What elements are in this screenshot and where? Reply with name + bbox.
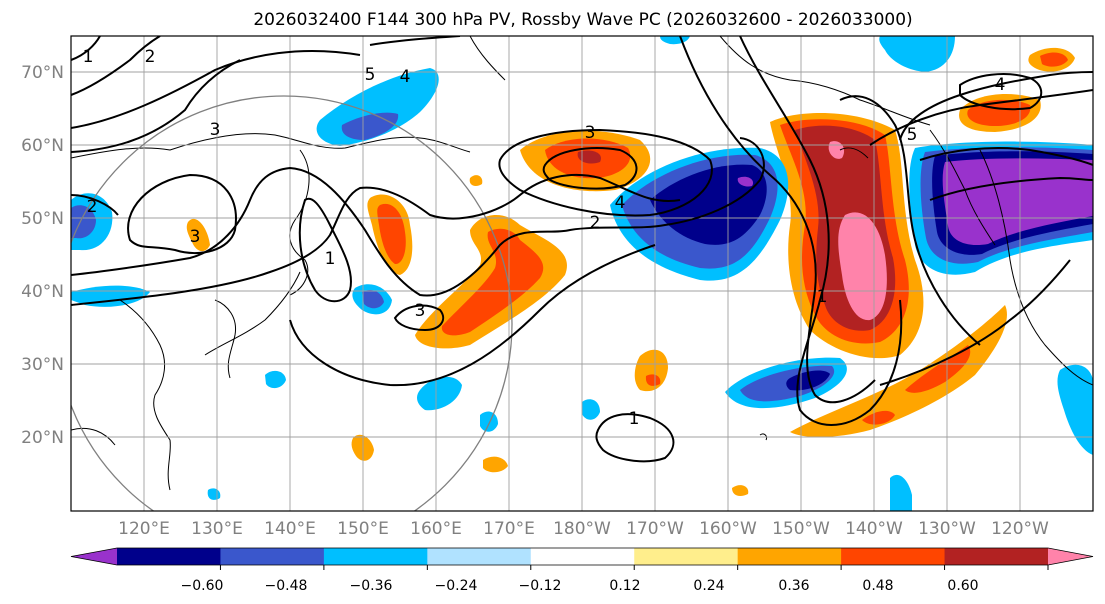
- lon-label: 130°W: [918, 519, 976, 539]
- pv-contour: [839, 95, 981, 346]
- pv-contour: [71, 36, 101, 61]
- contour-label: 2: [87, 197, 98, 217]
- lon-label: 160°E: [410, 519, 462, 539]
- pv-contour: [959, 73, 1043, 111]
- colorbar-segment: [634, 548, 739, 565]
- lat-label: 70°N: [21, 63, 64, 83]
- lon-label: 180°W: [553, 519, 611, 539]
- contour-label: 1: [629, 409, 640, 429]
- lon-label: 170°W: [626, 519, 684, 539]
- contour-label: 1: [325, 249, 336, 269]
- lat-label: 20°N: [21, 428, 64, 448]
- gridlines: [71, 36, 1093, 511]
- contour-labels: 2 3 4 5 2 1 1 1 3 3 4 5 4 2 1 3: [83, 47, 1006, 429]
- colorbar-segment: [427, 548, 532, 565]
- lon-label: 140°W: [845, 519, 903, 539]
- contour-label: 4: [995, 75, 1006, 95]
- colorbar-tick-label: −0.36: [350, 578, 393, 594]
- pv-contours: [71, 36, 1093, 463]
- pv-contour: [929, 176, 1093, 201]
- lon-label: 160°W: [699, 519, 757, 539]
- pv-contour: [595, 413, 675, 463]
- pv-contour: [71, 59, 241, 153]
- colorbar-tick-label: 0.24: [693, 578, 724, 594]
- lon-label: 120°W: [991, 519, 1049, 539]
- colorbar-ticks: [219, 565, 1049, 570]
- colorbar-segments: [70, 547, 1094, 566]
- colorbar-tick-label: −0.48: [265, 578, 308, 594]
- pv-contour: [498, 128, 713, 217]
- colorbar-tick-label: −0.24: [435, 578, 478, 594]
- pv-contour: [919, 147, 1093, 166]
- pv-contour: [71, 194, 119, 216]
- lon-label: 170°E: [483, 519, 535, 539]
- colorbar-segment: [944, 548, 1049, 565]
- contour-label: 5: [365, 65, 376, 85]
- colorbar-segment: [841, 548, 946, 565]
- pv-contour: [71, 50, 361, 129]
- contour-label: 3: [190, 227, 201, 247]
- lon-label: 130°E: [191, 519, 243, 539]
- pv-contour: [879, 259, 1071, 386]
- lon-label: 120°E: [118, 519, 170, 539]
- colorbar-segment: [530, 548, 635, 565]
- plot-title: 2026032400 F144 300 hPa PV, Rossby Wave …: [253, 10, 912, 30]
- pv-contour: [71, 36, 161, 96]
- pv-contour: [71, 173, 681, 306]
- lat-label: 40°N: [21, 282, 64, 302]
- contour-label: 2: [145, 47, 156, 67]
- anomaly-positive-subtropical: [790, 305, 1007, 438]
- colorbar-tick-label: 0.36: [778, 578, 809, 594]
- pv-contour: [679, 36, 876, 404]
- contour-label: 1: [817, 287, 828, 307]
- pv-contour: [71, 137, 765, 297]
- map-area: 2 3 4 5 2 1 1 1 3 3 4 5 4 2 1 3: [71, 36, 1093, 511]
- range-circle: [71, 95, 513, 511]
- lon-label: 150°E: [337, 519, 389, 539]
- colorbar-tick-label: −0.12: [519, 578, 562, 594]
- map-frame: [70, 35, 1094, 512]
- lon-label: 140°E: [264, 519, 316, 539]
- pv-contour: [127, 173, 237, 255]
- colorbar-tick-labels: −0.60 −0.48 −0.36 −0.24 −0.12 0.12 0.24 …: [181, 578, 979, 594]
- colorbar-segment: [737, 548, 842, 565]
- contour-label: 3: [585, 123, 596, 143]
- colorbar-segment: [323, 548, 428, 565]
- lon-label: 150°W: [772, 519, 830, 539]
- contour-label: 4: [400, 67, 411, 87]
- pv-contour: [369, 36, 461, 46]
- lat-label: 60°N: [21, 136, 64, 156]
- pv-contour: [393, 304, 445, 332]
- pv-contour: [289, 244, 656, 387]
- pv-contour: [298, 197, 352, 303]
- colorbar-tick-label: 0.60: [947, 578, 978, 594]
- contour-label: 1: [83, 47, 94, 67]
- contour-label: 3: [210, 120, 221, 140]
- contour-label: 2: [590, 213, 601, 233]
- pv-contour: [899, 71, 1093, 141]
- colorbar-tick-label: 0.12: [609, 578, 640, 594]
- colorbar: −0.60 −0.48 −0.36 −0.24 −0.12 0.12 0.24 …: [70, 547, 1094, 594]
- colorbar-segment: [220, 548, 325, 565]
- lat-label: 30°N: [21, 355, 64, 375]
- anomaly-fills: [71, 36, 1093, 511]
- pv-contour: [542, 147, 638, 190]
- anomaly-positive-east-pacific-peak: [838, 212, 887, 321]
- colorbar-extend-min: [71, 548, 117, 565]
- colorbar-tick-label: −0.60: [181, 578, 224, 594]
- contour-label: 5: [907, 125, 918, 145]
- lon-labels: 120°E 130°E 140°E 150°E 160°E 170°E 180°…: [118, 519, 1049, 539]
- lat-label: 50°N: [21, 209, 64, 229]
- contour-label: 4: [615, 193, 626, 213]
- colorbar-segment: [117, 548, 221, 565]
- colorbar-extend-max: [1048, 548, 1093, 565]
- contour-label: 3: [415, 301, 426, 321]
- lat-labels: 70°N 60°N 50°N 40°N 30°N 20°N: [21, 63, 64, 448]
- colorbar-tick-label: 0.48: [862, 578, 893, 594]
